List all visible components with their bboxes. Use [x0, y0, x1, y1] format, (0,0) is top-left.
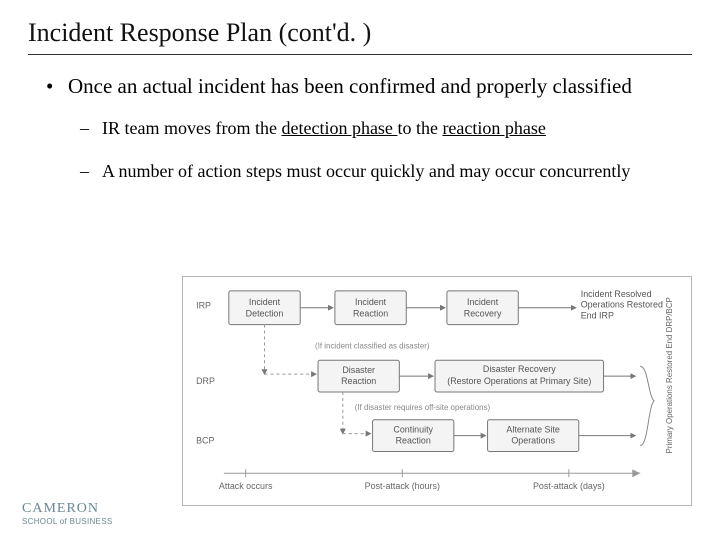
side-text: Primary Operations Restored End DRP/BCP	[665, 297, 674, 453]
title-wrap: Incident Response Plan (cont'd. )	[28, 18, 692, 55]
slide-title: Incident Response Plan (cont'd. )	[28, 18, 692, 48]
logo-line-1: CAMERON	[22, 501, 112, 517]
note-2: (If disaster requires off-site operation…	[355, 403, 491, 412]
bullet-sub-2: A number of action steps must occur quic…	[80, 160, 692, 183]
flow-diagram: IRP DRP BCP Incident Detection Incident …	[182, 276, 692, 506]
drp-node-0b: Reaction	[341, 376, 376, 386]
cameron-logo: CAMERON SCHOOL of BUSINESS	[22, 501, 112, 526]
irp-end-c: End IRP	[581, 311, 614, 321]
bullet-main: Once an actual incident has been confirm…	[46, 73, 692, 99]
drp-node-1b: (Restore Operations at Primary Site)	[447, 376, 591, 386]
flow-svg: IRP DRP BCP Incident Detection Incident …	[183, 277, 691, 505]
bcp-node-0b: Reaction	[396, 436, 431, 446]
note-1: (If incident classified as disaster)	[315, 341, 430, 350]
sub1-pre: IR team moves from the	[102, 118, 281, 138]
bullet-list: Once an actual incident has been confirm…	[28, 73, 692, 182]
xaxis-2: Post-attack (days)	[533, 481, 605, 491]
bcp-node-0a: Continuity	[393, 425, 433, 435]
logo-line-2: SCHOOL of BUSINESS	[22, 517, 112, 526]
row-drp-label: DRP	[196, 376, 215, 386]
row-bcp-label: BCP	[196, 436, 214, 446]
sub1-mid: to the	[397, 118, 442, 138]
xaxis-0: Attack occurs	[219, 481, 273, 491]
sub1-u2: reaction phase	[442, 118, 545, 138]
drp-node-1a: Disaster Recovery	[483, 364, 556, 374]
irp-node-2b: Recovery	[464, 309, 502, 319]
irp-node-0b: Detection	[246, 309, 284, 319]
irp-end-a: Incident Resolved	[581, 289, 652, 299]
bcp-node-1a: Alternate Site	[506, 425, 560, 435]
bullet-sub-1: IR team moves from the detection phase t…	[80, 117, 692, 140]
irp-node-2a: Incident	[467, 297, 499, 307]
sub1-u1: detection phase	[281, 118, 397, 138]
row-irp-label: IRP	[196, 301, 211, 311]
xaxis-1: Post-attack (hours)	[365, 481, 440, 491]
irp-node-1b: Reaction	[353, 309, 388, 319]
irp-node-1a: Incident	[355, 297, 387, 307]
bcp-node-1b: Operations	[511, 436, 555, 446]
irp-node-0a: Incident	[249, 297, 281, 307]
drp-node-0a: Disaster	[342, 365, 375, 375]
irp-end-b: Operations Restored	[581, 300, 663, 310]
